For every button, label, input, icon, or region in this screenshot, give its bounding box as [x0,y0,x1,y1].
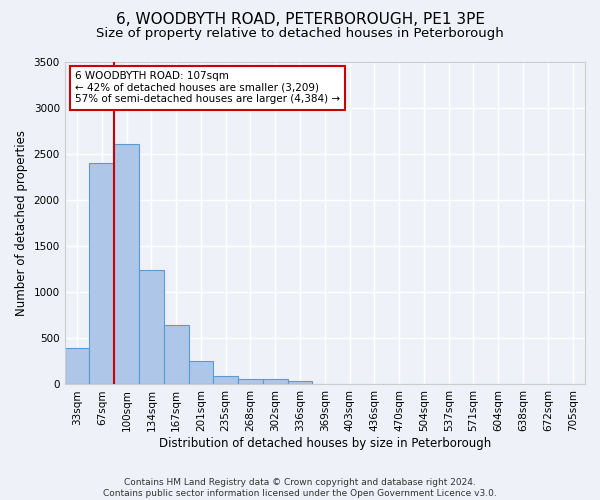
Bar [287,381,313,384]
X-axis label: Distribution of detached houses by size in Peterborough: Distribution of detached houses by size … [159,437,491,450]
Bar [238,379,263,384]
Bar [188,361,214,384]
Bar [263,380,287,384]
Text: 6, WOODBYTH ROAD, PETERBOROUGH, PE1 3PE: 6, WOODBYTH ROAD, PETERBOROUGH, PE1 3PE [115,12,485,28]
Text: 6 WOODBYTH ROAD: 107sqm
← 42% of detached houses are smaller (3,209)
57% of semi: 6 WOODBYTH ROAD: 107sqm ← 42% of detache… [75,71,340,104]
Bar [214,376,238,384]
Y-axis label: Number of detached properties: Number of detached properties [15,130,28,316]
Bar [164,326,188,384]
Text: Size of property relative to detached houses in Peterborough: Size of property relative to detached ho… [96,28,504,40]
Bar [65,348,89,384]
Text: Contains HM Land Registry data © Crown copyright and database right 2024.
Contai: Contains HM Land Registry data © Crown c… [103,478,497,498]
Bar [89,163,114,384]
Bar [139,270,164,384]
Bar [114,144,139,384]
